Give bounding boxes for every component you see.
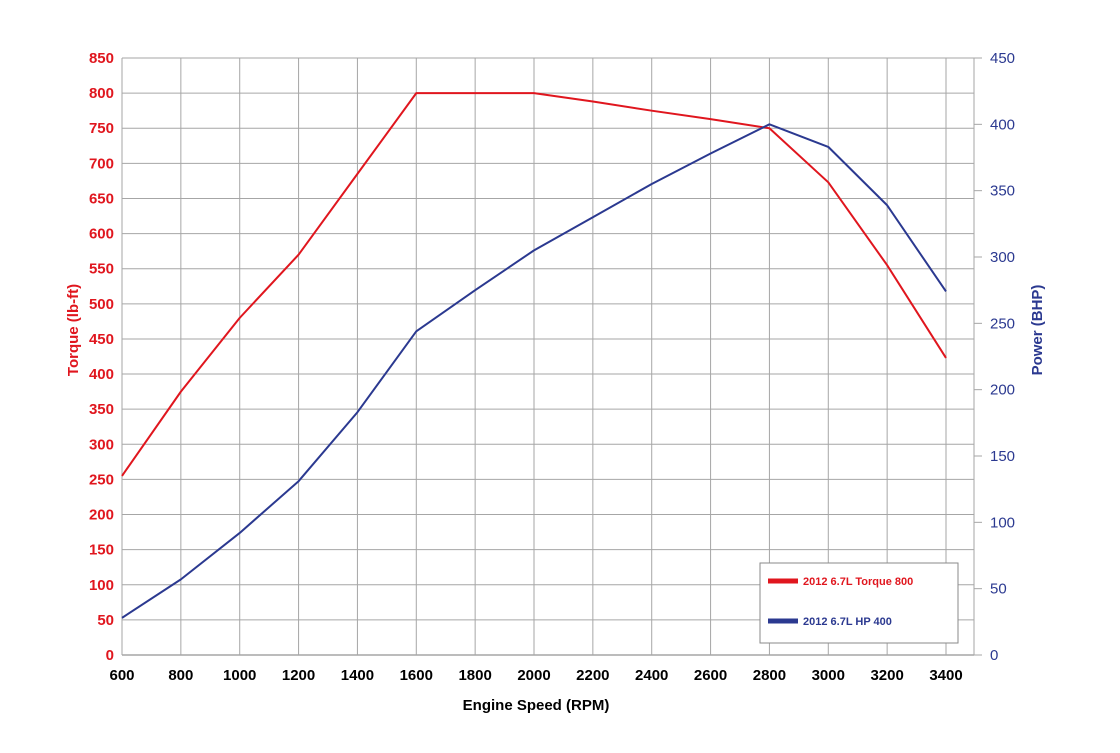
left-tick-label: 300 — [89, 436, 114, 453]
right-tick-label: 0 — [990, 647, 998, 664]
left-tick-label: 0 — [106, 647, 114, 664]
x-tick-label: 2600 — [694, 667, 727, 684]
x-tick-label: 2000 — [517, 667, 550, 684]
legend-label-hp: 2012 6.7L HP 400 — [803, 616, 892, 628]
x-tick-label: 1800 — [458, 667, 491, 684]
torque-series-line — [121, 92, 947, 477]
left-tick-label: 450 — [89, 331, 114, 348]
x-axis-ticks: 600 800 1000 1200 1400 1600 1800 2000 2200 2400 26… — [109, 667, 962, 684]
series-lines — [121, 92, 947, 619]
x-tick-label: 2400 — [635, 667, 668, 684]
left-tick-label: 100 — [89, 577, 114, 594]
x-tick-label: 800 — [168, 667, 193, 684]
left-tick-label: 50 — [97, 612, 114, 629]
right-tick-label: 200 — [990, 382, 1015, 399]
right-axis-title: Power (BHP) — [1029, 285, 1046, 376]
legend-label-torque: 2012 6.7L Torque 800 — [803, 576, 913, 588]
left-tick-label: 650 — [89, 190, 114, 207]
x-tick-label: 2800 — [753, 667, 786, 684]
right-tick-label: 100 — [990, 514, 1015, 531]
x-tick-label: 1200 — [282, 667, 315, 684]
x-tick-label: 1400 — [341, 667, 374, 684]
left-axis-ticks: 0 50 100 150 200 250 300 350 400 450 500 550 600 650 7… — [89, 50, 114, 664]
gridlines — [121, 57, 975, 656]
legend-box — [759, 562, 959, 644]
hp-series-line — [121, 123, 947, 619]
left-tick-label: 700 — [89, 155, 114, 172]
left-tick-label: 850 — [89, 50, 114, 67]
right-tick-label: 300 — [990, 249, 1015, 266]
right-axis-ticks: 0 50 100 150 200 250 300 350 400 450 — [974, 50, 1015, 664]
x-axis-title: Engine Speed (RPM) — [463, 697, 610, 714]
legend: 2012 6.7L Torque 800 2012 6.7L HP 400 — [759, 562, 959, 644]
right-tick-label: 450 — [990, 50, 1015, 67]
left-tick-label: 250 — [89, 471, 114, 488]
left-axis-title: Torque (lb-ft) — [65, 284, 82, 376]
x-tick-label: 3200 — [870, 667, 903, 684]
right-tick-label: 250 — [990, 315, 1015, 332]
right-tick-label: 350 — [990, 183, 1015, 200]
x-tick-label: 600 — [109, 667, 134, 684]
x-tick-label: 3400 — [929, 667, 962, 684]
right-tick-label: 50 — [990, 581, 1007, 598]
left-tick-label: 500 — [89, 296, 114, 313]
x-tick-label: 1000 — [223, 667, 256, 684]
x-tick-label: 2200 — [576, 667, 609, 684]
right-tick-label: 400 — [990, 116, 1015, 133]
x-tick-label: 1600 — [400, 667, 433, 684]
left-tick-label: 350 — [89, 401, 114, 418]
left-tick-label: 200 — [89, 507, 114, 524]
left-tick-label: 750 — [89, 120, 114, 137]
left-tick-label: 600 — [89, 226, 114, 243]
right-tick-label: 150 — [990, 448, 1015, 465]
left-tick-label: 800 — [89, 85, 114, 102]
left-tick-label: 150 — [89, 542, 114, 559]
left-tick-label: 550 — [89, 261, 114, 278]
x-tick-label: 3000 — [812, 667, 845, 684]
left-tick-label: 400 — [89, 366, 114, 383]
